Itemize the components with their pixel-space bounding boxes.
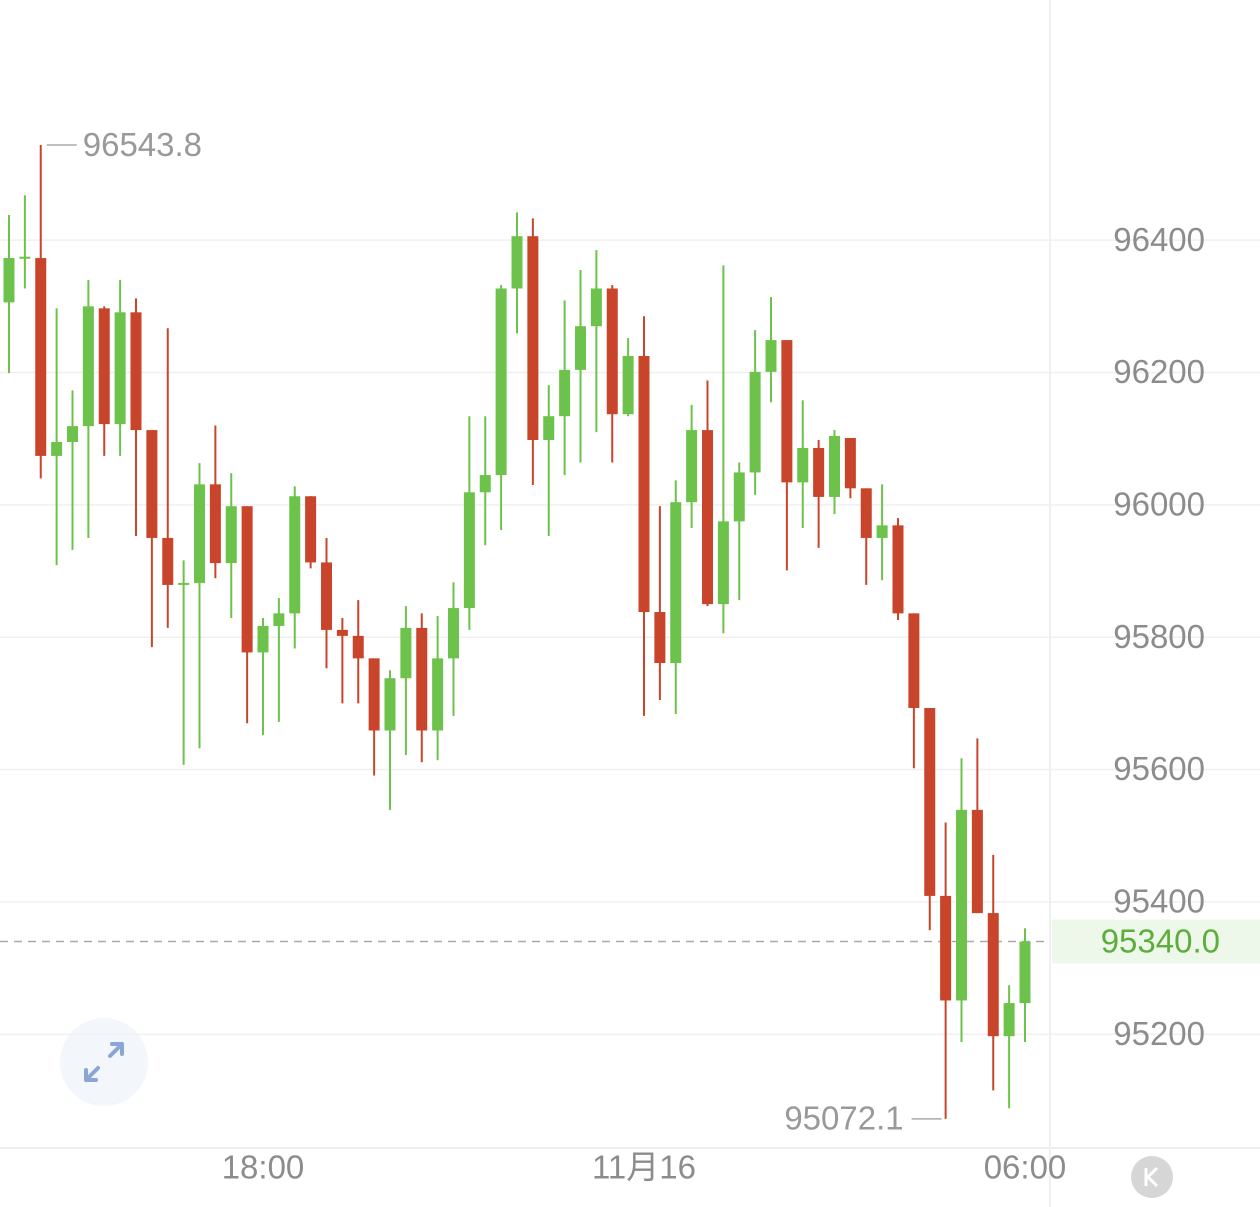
candle-body <box>67 426 78 442</box>
candle-body <box>432 658 444 731</box>
y-tick-label: 96000 <box>1113 486 1205 523</box>
candle-body <box>130 312 142 431</box>
y-tick-label: 95200 <box>1113 1015 1205 1052</box>
candle-body <box>590 288 602 327</box>
candle-body <box>765 340 777 372</box>
candle-body <box>495 288 507 476</box>
candle-body <box>463 492 475 609</box>
candle-body <box>98 308 110 425</box>
candle-body <box>622 355 634 415</box>
k-icon[interactable] <box>1144 1166 1159 1188</box>
candle-body <box>511 236 523 289</box>
candle-body <box>829 436 840 497</box>
candle-body <box>146 430 158 538</box>
candle-body <box>225 506 237 564</box>
candle-body <box>876 525 888 538</box>
candle-body <box>368 658 380 731</box>
max-label: 96543.8 <box>83 126 202 163</box>
candle-body <box>702 430 713 605</box>
candle-body <box>908 613 920 708</box>
candle-body <box>638 355 650 613</box>
candle-body <box>781 340 793 483</box>
candle-body <box>956 809 967 1001</box>
candle-body <box>448 608 459 659</box>
candle-body <box>273 613 285 626</box>
y-tick-label: 95800 <box>1113 618 1205 655</box>
min-label: 95072.1 <box>784 1100 903 1137</box>
x-tick-label: 06:00 <box>984 1149 1067 1186</box>
y-tick-label: 95600 <box>1113 750 1205 787</box>
candle-body <box>35 258 47 456</box>
last-price-label: 95340.0 <box>1101 922 1220 959</box>
candle-body <box>543 416 555 441</box>
candle-body <box>336 629 348 636</box>
y-tick-label: 96400 <box>1113 221 1205 258</box>
candle-body <box>416 627 428 731</box>
candle-body <box>114 312 126 425</box>
candle-body <box>178 582 190 585</box>
candle-body <box>321 562 332 630</box>
candle-body <box>1003 1003 1015 1037</box>
candle-body <box>19 256 31 259</box>
candle-body <box>257 625 269 653</box>
candle-body <box>559 369 571 417</box>
candle-body <box>670 502 682 663</box>
candle-body <box>733 472 745 522</box>
candle-body <box>860 488 872 538</box>
candle-body <box>987 913 999 1037</box>
x-tick-label: 11月16 <box>592 1149 696 1186</box>
y-tick-label: 95400 <box>1113 883 1205 920</box>
k-button-bg[interactable] <box>1131 1156 1173 1198</box>
candle-body <box>162 537 174 585</box>
candle-body <box>527 236 539 441</box>
candle-body <box>51 441 63 456</box>
candle-body <box>400 627 412 679</box>
candle-body <box>241 506 253 653</box>
candle-body <box>654 612 666 663</box>
candle-body <box>1019 941 1031 1004</box>
candle-body <box>479 475 491 493</box>
candle-body <box>209 484 221 564</box>
candle-body <box>82 306 94 427</box>
candle-body <box>3 258 15 303</box>
y-tick-label: 96200 <box>1113 353 1205 390</box>
candle-body <box>797 447 809 483</box>
candle-body <box>194 484 205 583</box>
last-price-bg <box>1052 919 1260 964</box>
candle-body <box>289 496 301 614</box>
candle-body <box>352 635 364 659</box>
candle-body <box>749 371 761 473</box>
candle-body <box>813 447 825 497</box>
candle-body <box>924 707 936 896</box>
candle-body <box>892 525 904 614</box>
candle-body <box>575 326 586 370</box>
candle-body <box>940 895 952 1001</box>
candle-body <box>717 521 729 605</box>
candle-body <box>844 438 856 489</box>
expand-button[interactable] <box>60 1018 148 1106</box>
candle-body <box>305 496 317 563</box>
expand-icon[interactable] <box>84 1042 124 1082</box>
candle-body <box>686 430 698 503</box>
candle-body <box>971 809 983 914</box>
expand-button-bg[interactable] <box>60 1018 148 1106</box>
candle-body <box>384 678 396 731</box>
x-tick-label: 18:00 <box>222 1149 305 1186</box>
k-button[interactable] <box>1131 1156 1173 1198</box>
candle-body <box>606 288 618 415</box>
